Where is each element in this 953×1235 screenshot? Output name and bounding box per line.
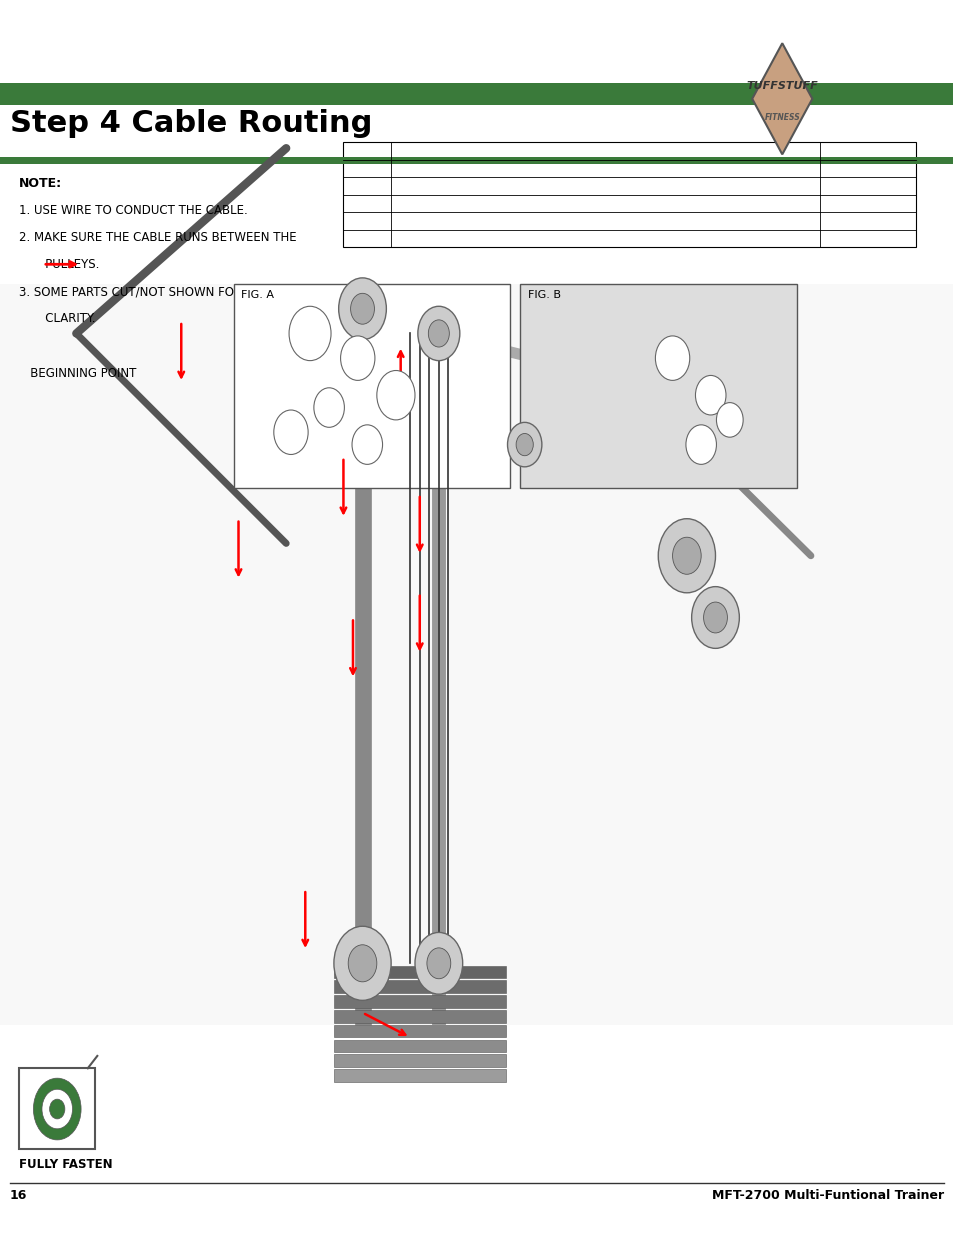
Circle shape — [658, 519, 715, 593]
Text: 1. USE WIRE TO CONDUCT THE CABLE.: 1. USE WIRE TO CONDUCT THE CABLE. — [19, 204, 248, 217]
Circle shape — [33, 1078, 81, 1140]
Bar — [0, 83, 953, 105]
Bar — [334, 1010, 505, 1023]
Circle shape — [507, 422, 541, 467]
Circle shape — [685, 425, 716, 464]
Circle shape — [352, 425, 382, 464]
Text: BEGINNING POINT: BEGINNING POINT — [19, 367, 136, 380]
Text: PULLEYS.: PULLEYS. — [19, 258, 99, 272]
Text: NOTE:: NOTE: — [19, 177, 62, 190]
Bar — [334, 1070, 505, 1082]
Bar — [519, 284, 796, 488]
Circle shape — [428, 320, 449, 347]
Circle shape — [334, 926, 391, 1000]
Circle shape — [351, 294, 374, 325]
Text: FITNESS: FITNESS — [763, 112, 800, 122]
Circle shape — [50, 1099, 65, 1119]
Circle shape — [691, 587, 739, 648]
Circle shape — [716, 403, 742, 437]
Bar — [0, 284, 953, 1025]
Circle shape — [348, 945, 376, 982]
Polygon shape — [751, 43, 811, 154]
Text: CLARITY.: CLARITY. — [19, 312, 95, 326]
Circle shape — [702, 603, 726, 632]
Text: 2. MAKE SURE THE CABLE RUNS BETWEEN THE: 2. MAKE SURE THE CABLE RUNS BETWEEN THE — [19, 231, 296, 245]
Circle shape — [42, 1089, 72, 1129]
Text: FIG. B: FIG. B — [527, 290, 560, 300]
Bar — [334, 1055, 505, 1067]
Circle shape — [274, 410, 308, 454]
Bar — [233, 284, 510, 488]
Bar — [19, 1068, 95, 1149]
Text: 16: 16 — [10, 1189, 27, 1203]
Text: TUFFSTUFF: TUFFSTUFF — [745, 82, 818, 91]
Text: MFT-2700 Multi-Funtional Trainer: MFT-2700 Multi-Funtional Trainer — [712, 1189, 943, 1203]
Circle shape — [417, 306, 459, 361]
Circle shape — [376, 370, 415, 420]
Circle shape — [314, 388, 344, 427]
Bar — [334, 1025, 505, 1037]
Bar — [0, 157, 953, 164]
Text: Step 4 Cable Routing: Step 4 Cable Routing — [10, 109, 372, 137]
Bar — [334, 966, 505, 978]
Circle shape — [415, 932, 462, 994]
Text: FULLY FASTEN: FULLY FASTEN — [19, 1158, 112, 1172]
Circle shape — [340, 336, 375, 380]
Circle shape — [695, 375, 725, 415]
Bar — [334, 981, 505, 993]
Circle shape — [655, 336, 689, 380]
Circle shape — [338, 278, 386, 340]
Text: FIG. A: FIG. A — [241, 290, 274, 300]
Circle shape — [427, 948, 451, 978]
Circle shape — [672, 537, 700, 574]
Circle shape — [289, 306, 331, 361]
Circle shape — [516, 433, 533, 456]
Bar — [334, 1040, 505, 1052]
Text: 3. SOME PARTS CUT/NOT SHOWN FOR: 3. SOME PARTS CUT/NOT SHOWN FOR — [19, 285, 242, 299]
Bar — [334, 995, 505, 1008]
Bar — [343, 142, 915, 247]
